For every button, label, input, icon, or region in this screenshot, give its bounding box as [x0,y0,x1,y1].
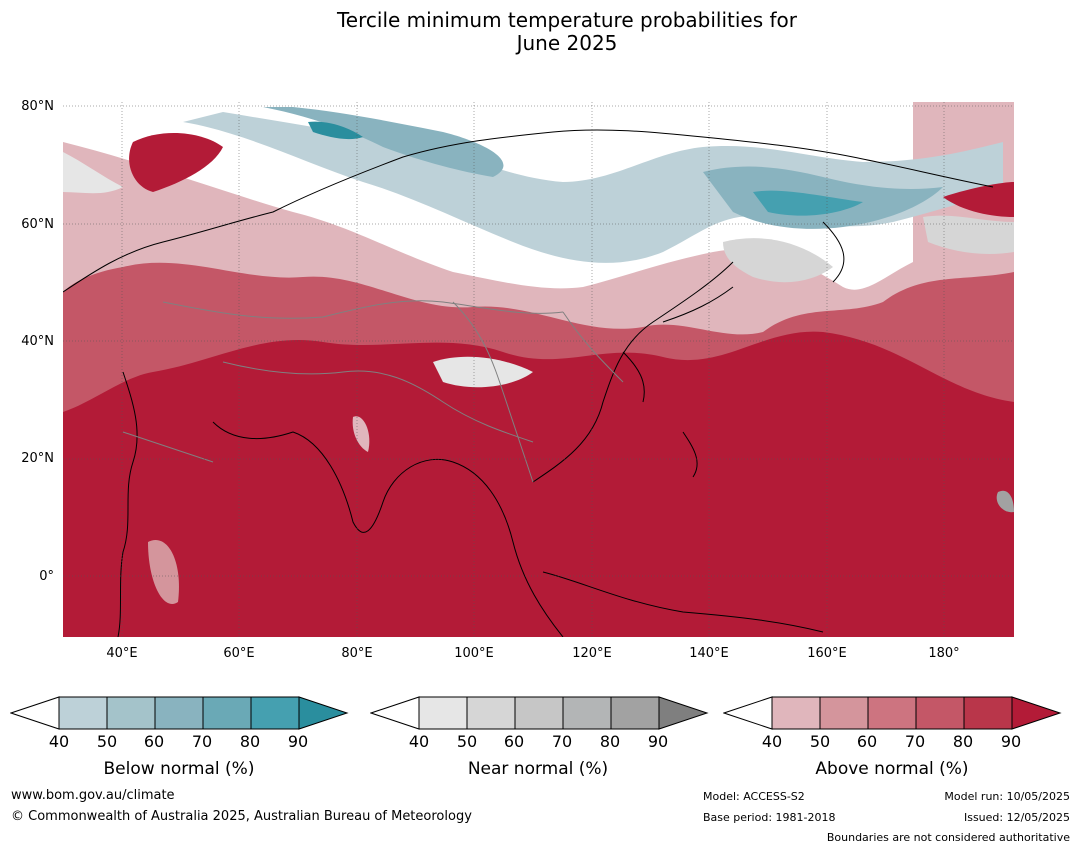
colorbar-high-arrow [658,696,709,730]
issued-text: Issued: 12/05/2025 [963,811,1070,824]
colorbar-above-svg [723,696,1062,730]
colorbar-segment [867,696,917,730]
copyright-text: © Commonwealth of Australia 2025, Austra… [11,809,472,824]
colorbar-segment [771,696,821,730]
model-text: Model: ACCESS-S2 [703,790,805,803]
lat-label-60n: 60°N [21,217,54,232]
colorbar-segment [154,696,204,730]
cbar-below-tick: 50 [96,732,118,751]
lat-label-0: 0° [39,569,54,584]
website-link[interactable]: www.bom.gov.au/climate [11,788,175,803]
cbar-below-tick: 70 [191,732,213,751]
lon-label-100e: 100°E [454,646,494,661]
title-line-1: Tercile minimum temperature probabilitie… [336,8,798,32]
cbar-below-tick: 40 [48,732,70,751]
colorbar-below-normal [10,696,350,736]
colorbar-segment [250,696,300,730]
colorbar-segment [514,696,564,730]
lon-label-120e: 120°E [572,646,612,661]
cbar-near-tick: 90 [647,732,669,751]
colorbar-low-arrow [370,696,420,730]
cbar-above-tick: 50 [809,732,831,751]
colorbar-low-arrow [723,696,773,730]
map-zone-below-dark [753,190,863,216]
colorbar-segment [466,696,516,730]
colorbar-below-svg [10,696,349,730]
map-zone-chukotka [943,182,1014,217]
lon-label-180: 180° [928,646,960,661]
colorbar-near-svg [370,696,709,730]
probability-map [63,102,1014,637]
cbar-near-tick: 40 [408,732,430,751]
cbar-near-tick: 80 [599,732,621,751]
boundaries-note: Boundaries are not considered authoritat… [826,831,1070,844]
lon-label-60e: 60°E [223,646,255,661]
map-zone-near-pacific [923,215,1014,254]
map-zone-scandinavia [129,132,223,192]
lon-label-40e: 40°E [106,646,138,661]
colorbar-segment [58,696,108,730]
graticule [63,102,1014,637]
colorbar-segment [819,696,869,730]
cbar-below-tick: 60 [143,732,165,751]
chart-title: Tercile minimum temperature probabilitie… [0,9,1081,55]
lon-label-80e: 80°E [341,646,373,661]
cbar-above-tick: 60 [856,732,878,751]
colorbar-segment [418,696,468,730]
map-zone-near-west [63,152,123,194]
map-zone-near-pacific-spot [996,490,1014,513]
cbar-above-tick: 40 [761,732,783,751]
lat-label-40n: 40°N [21,334,54,349]
map-zone-below-darkest [308,121,363,140]
map-zone-near-tibet [433,356,533,388]
colorbar-below-title: Below normal (%) [103,759,255,779]
cbar-above-tick: 90 [1000,732,1022,751]
colorbar-above-title: Above normal (%) [815,759,969,779]
colorbar-segment [963,696,1013,730]
colorbar-high-arrow [298,696,349,730]
coastlines [63,129,994,637]
colorbar-near-normal [370,696,710,736]
colorbar-above-normal [723,696,1063,736]
lon-label-140e: 140°E [689,646,729,661]
colorbar-segment [915,696,965,730]
cbar-above-tick: 80 [952,732,974,751]
map-zone-below-light [183,112,1003,263]
base-period-text: Base period: 1981-2018 [703,811,836,824]
colorbar-near-title: Near normal (%) [467,759,609,779]
cbar-near-tick: 60 [503,732,525,751]
colorbar-segment [562,696,612,730]
cbar-near-tick: 50 [456,732,478,751]
colorbar-segment [106,696,156,730]
map-zone-africa-east [148,540,179,604]
colorbar-segment [202,696,252,730]
map-zone-light-india [352,416,370,452]
colorbar-high-arrow [1011,696,1062,730]
lat-label-80n: 80°N [21,99,54,114]
cbar-below-tick: 90 [287,732,309,751]
model-run-text: Model run: 10/05/2025 [944,790,1070,803]
lon-label-160e: 160°E [807,646,847,661]
cbar-below-tick: 80 [239,732,261,751]
colorbar-segment [610,696,660,730]
colorbar-low-arrow [10,696,60,730]
cbar-above-tick: 70 [904,732,926,751]
map-zone-near-east [723,238,833,283]
cbar-near-tick: 70 [551,732,573,751]
map-canvas [63,102,1014,637]
map-zone-below-mid [263,107,504,177]
title-line-2: June 2025 [516,31,618,55]
lat-label-20n: 20°N [21,451,54,466]
